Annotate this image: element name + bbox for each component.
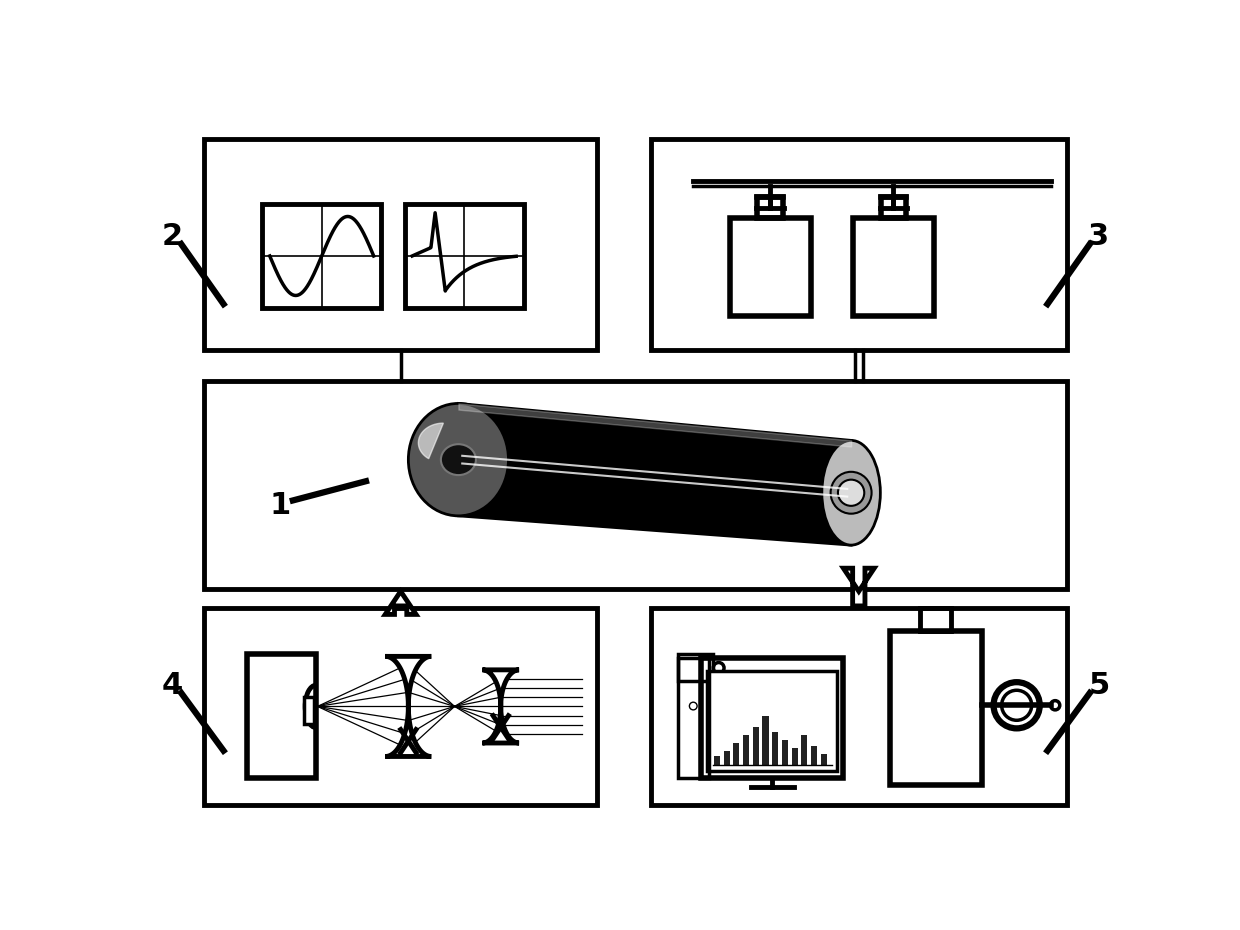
Bar [205,608,596,804]
Circle shape [993,683,1040,728]
Bar [889,631,982,785]
Bar [678,655,713,682]
Polygon shape [418,423,444,458]
Ellipse shape [441,445,476,475]
Polygon shape [386,657,432,756]
Bar [733,743,739,764]
Bar [714,756,720,764]
Bar [724,751,730,764]
Text: 5: 5 [1089,671,1110,699]
Bar [304,697,314,724]
Bar [651,139,1066,351]
Bar [811,746,817,764]
Bar [880,196,906,219]
Circle shape [1002,690,1032,721]
Bar [758,196,784,219]
Circle shape [1050,700,1060,710]
Text: 1: 1 [269,491,290,521]
Bar [743,735,749,764]
Bar [205,139,596,351]
Text: 4: 4 [161,671,182,699]
Polygon shape [482,670,520,743]
Ellipse shape [822,441,880,545]
Bar [730,219,811,316]
Bar [404,204,523,308]
Bar [701,658,843,777]
Circle shape [713,662,724,673]
Bar [782,740,787,764]
Bar [791,749,797,764]
Text: 2: 2 [161,222,182,251]
Bar [853,219,934,316]
Bar [753,727,759,764]
Bar [651,608,1066,804]
Bar [262,204,382,308]
Polygon shape [459,404,851,545]
Bar [763,716,769,764]
Polygon shape [843,568,874,606]
Bar [205,381,1066,589]
Bar [773,732,779,764]
Ellipse shape [831,472,872,513]
Text: 3: 3 [1089,222,1110,251]
Bar [801,735,807,764]
Polygon shape [386,591,417,615]
Bar [920,608,951,631]
Bar [678,658,708,777]
Bar [707,671,837,772]
Ellipse shape [408,404,508,516]
Bar [821,754,827,764]
Circle shape [689,702,697,710]
Ellipse shape [838,480,864,506]
Bar [247,655,316,777]
